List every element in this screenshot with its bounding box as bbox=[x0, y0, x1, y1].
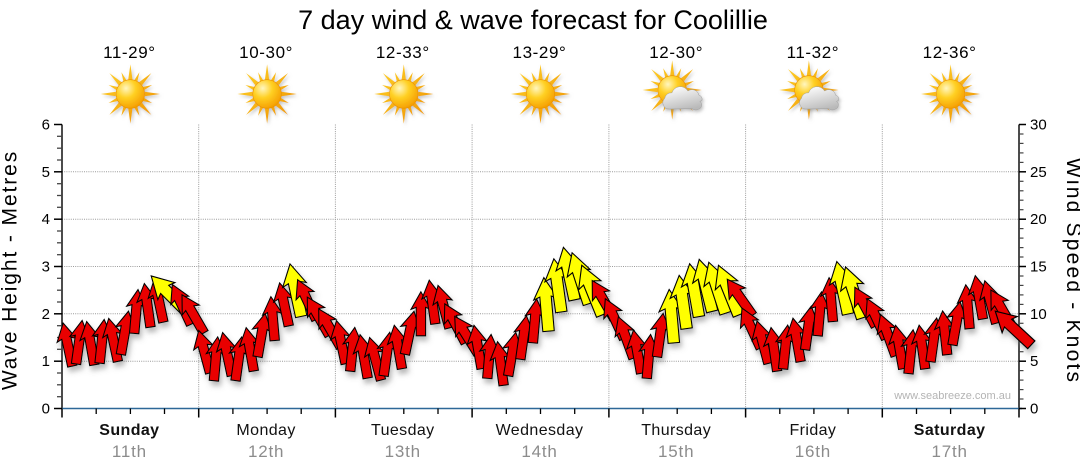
svg-text:6: 6 bbox=[42, 117, 50, 134]
svg-text:15th: 15th bbox=[658, 442, 694, 461]
svg-text:Sunday: Sunday bbox=[99, 422, 159, 439]
svg-text:1: 1 bbox=[42, 353, 50, 370]
svg-text:0: 0 bbox=[1030, 401, 1038, 418]
svg-text:Wave Height - Metres: Wave Height - Metres bbox=[0, 150, 22, 390]
svg-text:www.seabreeze.com.au: www.seabreeze.com.au bbox=[893, 390, 1011, 402]
svg-text:Monday: Monday bbox=[236, 422, 295, 439]
svg-text:10: 10 bbox=[1030, 306, 1047, 323]
svg-text:20: 20 bbox=[1030, 211, 1047, 228]
svg-text:13-29°: 13-29° bbox=[513, 43, 567, 62]
svg-text:25: 25 bbox=[1030, 164, 1047, 181]
svg-text:12-33°: 12-33° bbox=[376, 43, 430, 62]
svg-text:15: 15 bbox=[1030, 259, 1047, 276]
svg-text:0: 0 bbox=[42, 401, 50, 418]
svg-text:5: 5 bbox=[42, 164, 50, 181]
svg-text:16th: 16th bbox=[795, 442, 831, 461]
svg-text:2: 2 bbox=[42, 306, 50, 323]
svg-text:3: 3 bbox=[42, 259, 50, 276]
svg-text:11-32°: 11-32° bbox=[787, 43, 840, 62]
svg-text:5: 5 bbox=[1030, 353, 1038, 370]
svg-text:14th: 14th bbox=[521, 442, 557, 461]
svg-text:Wind Speed - Knots: Wind Speed - Knots bbox=[1062, 158, 1080, 384]
svg-text:12-36°: 12-36° bbox=[923, 43, 977, 62]
svg-text:Saturday: Saturday bbox=[914, 422, 986, 439]
svg-text:10-30°: 10-30° bbox=[239, 43, 293, 62]
svg-text:17th: 17th bbox=[931, 442, 967, 461]
svg-text:7 day wind & wave forecast for: 7 day wind & wave forecast for Coolillie bbox=[298, 5, 768, 35]
svg-text:Friday: Friday bbox=[789, 422, 836, 439]
svg-text:30: 30 bbox=[1030, 117, 1047, 134]
svg-text:Tuesday: Tuesday bbox=[371, 422, 435, 439]
svg-text:11-29°: 11-29° bbox=[103, 43, 156, 62]
svg-text:Wednesday: Wednesday bbox=[496, 422, 584, 439]
svg-text:11th: 11th bbox=[112, 442, 147, 461]
svg-text:12-30°: 12-30° bbox=[649, 43, 703, 62]
svg-text:Thursday: Thursday bbox=[641, 422, 711, 439]
svg-text:12th: 12th bbox=[248, 442, 284, 461]
svg-text:4: 4 bbox=[42, 211, 50, 228]
svg-text:13th: 13th bbox=[385, 442, 421, 461]
